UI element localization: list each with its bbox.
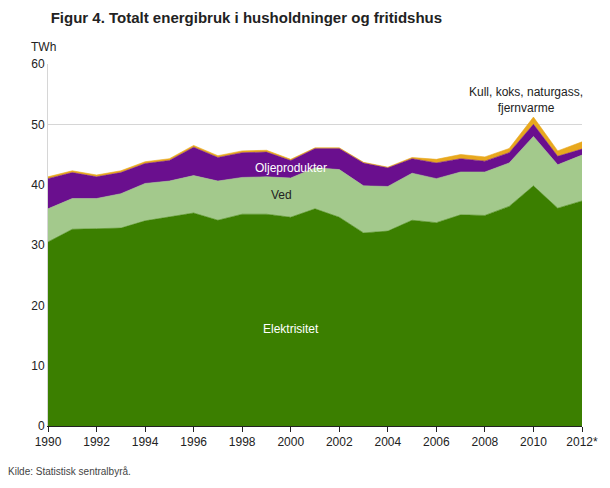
svg-text:1994: 1994: [132, 435, 159, 449]
svg-text:2008: 2008: [472, 435, 499, 449]
svg-text:2004: 2004: [374, 435, 401, 449]
svg-text:2002: 2002: [326, 435, 353, 449]
svg-text:2012*: 2012*: [566, 435, 598, 449]
svg-text:Ved: Ved: [271, 188, 292, 202]
svg-text:2010: 2010: [520, 435, 547, 449]
svg-text:Kull, koks, naturgass,fjernvar: Kull, koks, naturgass,fjernvarme: [469, 85, 583, 115]
svg-text:Oljeprodukter: Oljeprodukter: [255, 161, 327, 175]
svg-text:0: 0: [38, 419, 45, 433]
svg-text:1996: 1996: [180, 435, 207, 449]
svg-text:1998: 1998: [229, 435, 256, 449]
svg-text:Figur 4. Totalt energibruk i h: Figur 4. Totalt energibruk i husholdning…: [51, 9, 442, 26]
svg-text:2006: 2006: [423, 435, 450, 449]
svg-text:10: 10: [31, 359, 45, 373]
svg-text:1992: 1992: [83, 435, 110, 449]
svg-text:Elektrisitet: Elektrisitet: [263, 322, 319, 336]
svg-text:60: 60: [31, 57, 45, 71]
svg-text:20: 20: [31, 299, 45, 313]
svg-text:1990: 1990: [35, 435, 62, 449]
svg-text:30: 30: [31, 238, 45, 252]
svg-text:TWh: TWh: [31, 40, 56, 54]
svg-text:2000: 2000: [277, 435, 304, 449]
svg-text:50: 50: [31, 118, 45, 132]
svg-text:Kilde: Statistisk sentralbyrå.: Kilde: Statistisk sentralbyrå.: [8, 466, 131, 477]
svg-text:40: 40: [31, 178, 45, 192]
